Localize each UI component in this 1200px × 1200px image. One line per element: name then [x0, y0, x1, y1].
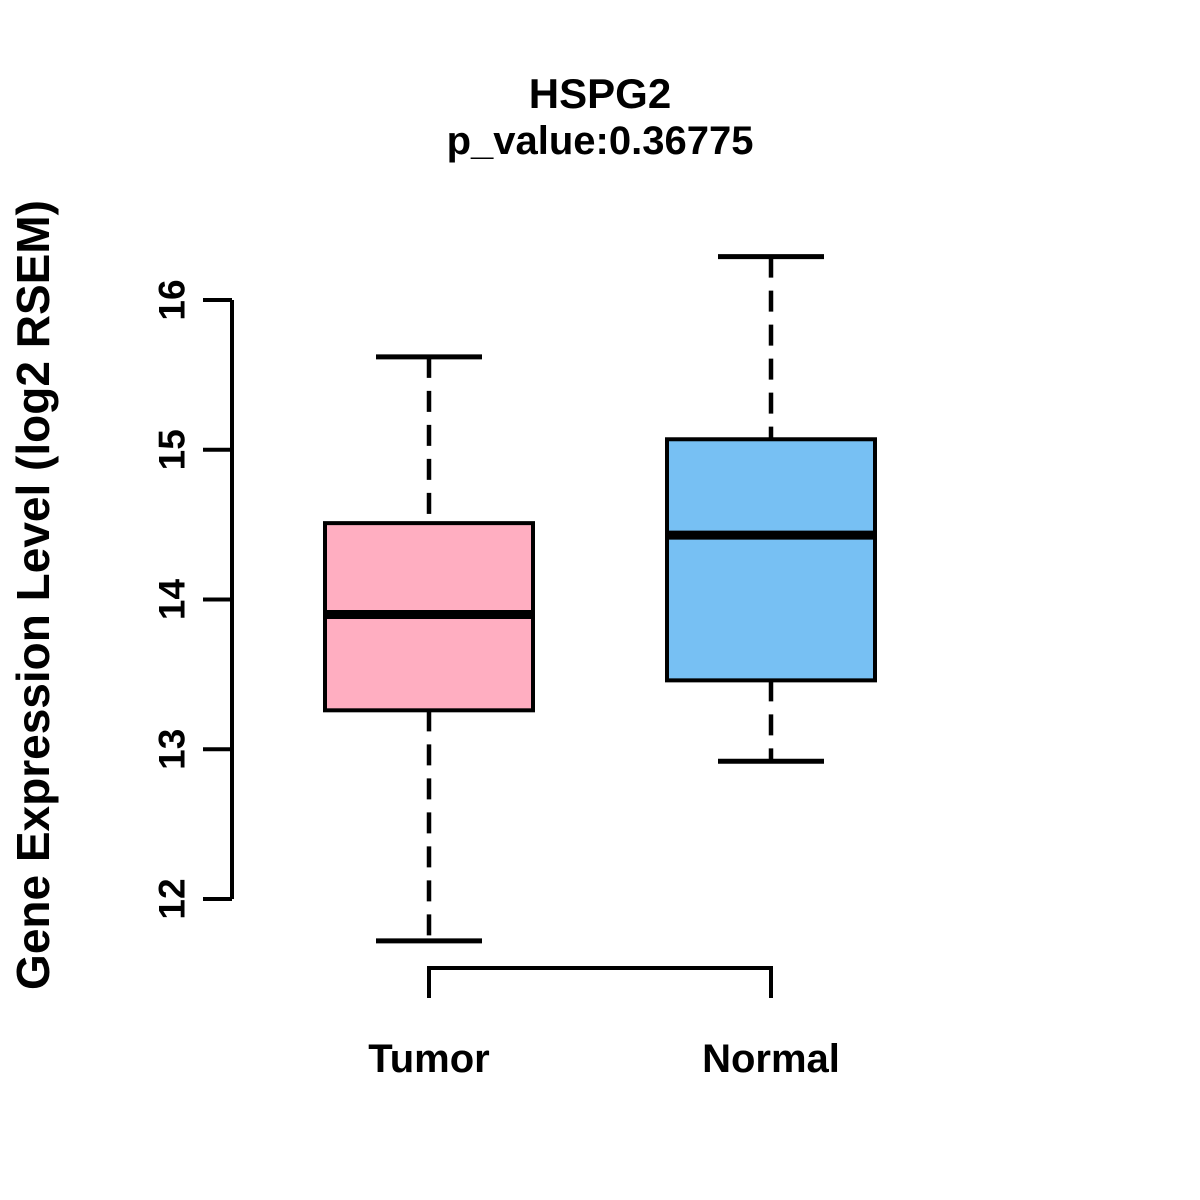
x-axis-label-tumor: Tumor — [368, 1037, 489, 1081]
chart-subtitle: p_value:0.36775 — [446, 119, 754, 163]
x-axis-bracket — [427, 966, 773, 998]
title-block: HSPG2 p_value:0.36775 — [0, 70, 1200, 164]
x-axis-label-normal: Normal — [702, 1037, 840, 1081]
y-axis-tick-label: 12 — [152, 878, 193, 919]
y-axis-tick-label: 14 — [152, 579, 193, 621]
y-axis-tick-label: 13 — [152, 729, 193, 770]
normal-iqr-box — [665, 437, 877, 683]
chart-title: HSPG2 — [528, 70, 672, 117]
y-axis-tick-label: 16 — [152, 279, 193, 320]
y-axis-tick-label: 15 — [152, 429, 193, 470]
